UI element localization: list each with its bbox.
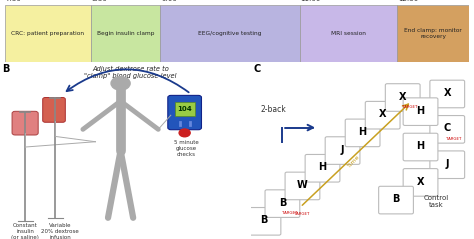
Text: H: H [417, 106, 425, 116]
FancyBboxPatch shape [403, 133, 438, 161]
Text: Adjust dextrose rate to
"clamp" blood glucose level: Adjust dextrose rate to "clamp" blood gl… [84, 66, 177, 79]
Text: 12:30: 12:30 [398, 0, 419, 2]
FancyBboxPatch shape [325, 137, 360, 164]
Text: TARGET: TARGET [447, 137, 462, 141]
Circle shape [111, 77, 130, 90]
FancyBboxPatch shape [5, 5, 91, 62]
FancyBboxPatch shape [160, 5, 300, 62]
FancyBboxPatch shape [385, 84, 420, 111]
Text: C: C [444, 124, 451, 133]
Text: 2-back: 2-back [260, 105, 286, 114]
Text: B: B [260, 215, 267, 225]
FancyBboxPatch shape [300, 5, 397, 62]
Text: X: X [379, 109, 386, 119]
Text: Time: Time [346, 154, 361, 168]
FancyBboxPatch shape [246, 207, 281, 235]
FancyBboxPatch shape [265, 190, 300, 217]
Text: B: B [279, 198, 286, 208]
Text: TARGET: TARGET [282, 211, 297, 215]
Text: 8:30: 8:30 [91, 0, 108, 2]
Text: J: J [446, 159, 449, 169]
FancyBboxPatch shape [403, 98, 438, 125]
FancyBboxPatch shape [43, 98, 65, 122]
Text: Constant
insulin
(or saline)
infusion: Constant insulin (or saline) infusion [11, 223, 39, 239]
FancyBboxPatch shape [430, 115, 465, 143]
Text: H: H [417, 141, 425, 151]
FancyBboxPatch shape [91, 5, 160, 62]
FancyBboxPatch shape [403, 168, 438, 196]
FancyBboxPatch shape [430, 80, 465, 108]
FancyBboxPatch shape [365, 101, 400, 129]
Text: TARGET: TARGET [402, 105, 417, 109]
Text: B: B [392, 194, 400, 204]
FancyBboxPatch shape [285, 172, 320, 200]
Text: 104: 104 [177, 106, 192, 112]
FancyBboxPatch shape [174, 102, 195, 116]
Text: EEG/cognitive testing: EEG/cognitive testing [198, 31, 262, 36]
FancyBboxPatch shape [305, 154, 340, 182]
FancyBboxPatch shape [345, 119, 380, 147]
Text: Begin insulin clamp: Begin insulin clamp [97, 31, 154, 36]
Text: X: X [399, 92, 407, 102]
FancyBboxPatch shape [168, 95, 201, 130]
Text: Variable
20% dextrose
infusion: Variable 20% dextrose infusion [41, 223, 79, 239]
Text: C: C [254, 64, 261, 74]
Text: TARGET: TARGET [293, 212, 309, 216]
FancyBboxPatch shape [397, 5, 469, 62]
Text: B: B [2, 64, 10, 74]
FancyBboxPatch shape [379, 186, 413, 214]
Text: 9:00: 9:00 [161, 0, 177, 2]
Text: H: H [319, 162, 327, 172]
FancyBboxPatch shape [12, 111, 38, 135]
Text: Control
task: Control task [423, 195, 449, 208]
Text: H: H [358, 127, 367, 137]
Text: 7:30: 7:30 [6, 0, 21, 2]
Text: X: X [417, 177, 424, 186]
Text: End clamp: monitor
recovery: End clamp: monitor recovery [404, 28, 462, 39]
Text: J: J [341, 145, 344, 155]
Text: CRC: patient preparation: CRC: patient preparation [11, 31, 84, 36]
Text: MRI session: MRI session [331, 31, 366, 36]
Text: X: X [444, 88, 451, 98]
Text: 11:00: 11:00 [301, 0, 321, 2]
Text: W: W [297, 180, 308, 190]
Circle shape [179, 129, 190, 137]
Text: 5 minute
glucose
checks: 5 minute glucose checks [173, 140, 198, 157]
FancyBboxPatch shape [430, 151, 465, 179]
